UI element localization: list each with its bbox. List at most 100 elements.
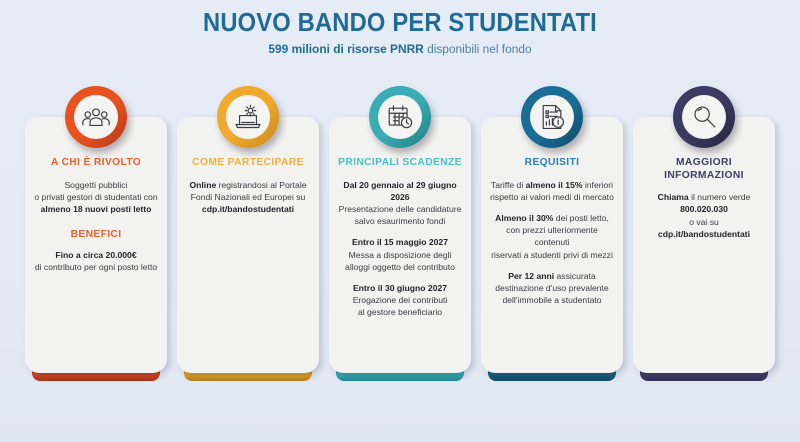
- card-text-line: o vai su: [640, 216, 768, 228]
- card-text-line: dell'immobile a studentato: [488, 294, 616, 306]
- card-title: A CHI È RIVOLTO: [50, 157, 142, 168]
- card-text-line: rispetto ai valori medi di mercato: [488, 191, 616, 203]
- card-text-strong: Per 12 anni: [508, 270, 555, 281]
- report-info-icon: [530, 95, 574, 139]
- card-body: COME PARTECIPARE Online registrandosi al …: [177, 117, 319, 373]
- card-text-line: almeno 18 nuovi posti letto: [32, 203, 160, 215]
- card-text-line: Chiama il numero verde: [640, 191, 768, 203]
- card-text-line: Online registrandosi al Portale: [184, 179, 312, 191]
- card-text-line: Entro il 30 giugno 2027: [336, 282, 464, 294]
- page-subtitle: 599 milioni di risorse PNRR disponibili …: [16, 42, 784, 56]
- card-title: REQUISITI: [524, 157, 580, 168]
- card-text-line: Per 12 anni assicurata: [488, 270, 616, 282]
- card-text-line: con prezzi ulteriormente contenuti: [488, 224, 616, 248]
- card-text-span: di contributo per ogni posto letto: [34, 262, 158, 273]
- card-text-strong: Dal 20 gennaio al 29 giugno 2026: [343, 179, 457, 202]
- card-icon-ring: [65, 86, 127, 148]
- card-text-span: inferiori: [582, 179, 614, 190]
- card-medallion: [65, 86, 127, 148]
- people-icon: [74, 95, 118, 139]
- card-text-span: assicurata: [554, 270, 596, 281]
- card-text-line: Entro il 15 maggio 2027: [336, 236, 464, 248]
- card-title: PRINCIPALI SCADENZE: [338, 157, 462, 168]
- card-come-partecipare[interactable]: COME PARTECIPARE Online registrandosi al …: [177, 86, 319, 381]
- card-text-span: con prezzi ulteriormente contenuti: [506, 225, 598, 248]
- card-text-span: alloggi oggetto del contributo: [345, 261, 455, 272]
- card-body: REQUISITI Tariffe di almeno il 15% inferi…: [481, 117, 623, 373]
- card-text-line: Fondi Nazionali ed Europei su: [184, 191, 312, 203]
- card-text-span: dei posti letto,: [553, 212, 609, 223]
- card-text-span: registrandosi al Portale: [216, 179, 307, 190]
- card-text-line: Fino a circa 20.000€: [32, 249, 160, 261]
- card-text-strong: Fino a circa 20.000€: [55, 250, 137, 261]
- card-text-block: Dal 20 gennaio al 29 giugno 2026 Presenta…: [336, 179, 464, 228]
- card-text-span: o vai su: [689, 216, 719, 227]
- card-blocks: Online registrandosi al Portale Fondi Naz…: [184, 179, 312, 216]
- card-title: COME PARTECIPARE: [192, 157, 304, 168]
- card-text-block: Soggetti pubblici o privati gestori di st…: [32, 179, 160, 216]
- card-text-strong: cdp.it/bandostudentati: [657, 228, 751, 239]
- card-text-block: Entro il 15 maggio 2027 Messa a disposizi…: [336, 236, 464, 273]
- card-text-strong: Chiama: [657, 192, 689, 203]
- card-maggiori-informazioni[interactable]: MAGGIORI INFORMAZIONI Chiama il numero ve…: [633, 86, 775, 381]
- card-text-line: Dal 20 gennaio al 29 giugno 2026: [336, 179, 464, 203]
- card-icon-ring: [217, 86, 279, 148]
- card-text-strong: Entro il 15 maggio 2027: [352, 237, 448, 248]
- card-icon-ring: [521, 86, 583, 148]
- card-text-strong: almeno il 15%: [525, 179, 583, 190]
- card-text-block: Tariffe di almeno il 15% inferiori rispet…: [488, 179, 616, 203]
- card-medallion: [673, 86, 735, 148]
- card-blocks: Tariffe di almeno il 15% inferiori rispet…: [488, 179, 616, 307]
- card-secondary-blocks: Fino a circa 20.000€ di contributo per og…: [32, 249, 160, 273]
- card-text-strong: cdp.it/bandostudentati: [201, 203, 295, 214]
- header: NUOVO BANDO PER STUDENTATI 599 milioni d…: [0, 0, 800, 56]
- card-text-line: destinazione d'uso prevalente: [488, 282, 616, 294]
- subtitle-rest: disponibili nel fondo: [423, 42, 532, 56]
- card-title: MAGGIORI INFORMAZIONI: [664, 157, 744, 181]
- card-body: A CHI È RIVOLTO Soggetti pubblici o privat…: [25, 117, 167, 373]
- card-text-line: riservati a studenti privi di mezzi: [488, 249, 616, 261]
- card-text-span: riservati a studenti privi di mezzi: [491, 249, 613, 260]
- card-text-strong: Almeno il 30%: [495, 212, 554, 223]
- card-blocks: Soggetti pubblici o privati gestori di st…: [32, 179, 160, 216]
- card-principali-scadenze[interactable]: PRINCIPALI SCADENZE Dal 20 gennaio al 29 …: [329, 86, 471, 381]
- card-text-span: o privati gestori di studentati con: [34, 191, 158, 202]
- page-title: NUOVO BANDO PER STUDENTATI: [203, 9, 597, 37]
- card-text-span: salvo esaurimento fondi: [354, 216, 446, 227]
- card-text-block: Almeno il 30% dei posti letto, con prezzi…: [488, 212, 616, 261]
- card-text-line: Messa a disposizione degli: [336, 249, 464, 261]
- card-text-line: cdp.it/bandostudentati: [184, 203, 312, 215]
- card-requisiti[interactable]: REQUISITI Tariffe di almeno il 15% inferi…: [481, 86, 623, 381]
- card-a-chi-e-rivolto[interactable]: A CHI È RIVOLTO Soggetti pubblici o privat…: [25, 86, 167, 381]
- card-text-strong: 800.020.030: [680, 204, 728, 215]
- card-text-strong: almeno 18 nuovi posti letto: [40, 203, 152, 214]
- card-text-block: Fino a circa 20.000€ di contributo per og…: [32, 249, 160, 273]
- cards-row: A CHI È RIVOLTO Soggetti pubblici o privat…: [0, 86, 800, 381]
- card-text-span: al gestore beneficiario: [357, 307, 443, 318]
- card-text-block: Entro il 30 giugno 2027 Erogazione dei co…: [336, 282, 464, 319]
- card-text-line: Tariffe di almeno il 15% inferiori: [488, 179, 616, 191]
- card-text-line: salvo esaurimento fondi: [336, 215, 464, 227]
- card-text-strong: Online: [189, 179, 217, 190]
- card-text-span: destinazione d'uso prevalente: [495, 282, 609, 293]
- card-text-line: Presentazione delle candidature: [336, 203, 464, 215]
- card-text-line: al gestore beneficiario: [336, 306, 464, 318]
- card-text-span: Erogazione dei contributi: [352, 295, 448, 306]
- card-text-span: dell'immobile a studentato: [502, 295, 602, 306]
- card-text-block: Online registrandosi al Portale Fondi Naz…: [184, 179, 312, 216]
- laptop-gear-icon: [226, 95, 270, 139]
- card-text-span: il numero verde: [688, 192, 751, 203]
- card-text-line: alloggi oggetto del contributo: [336, 261, 464, 273]
- card-text-span: Soggetti pubblici: [64, 179, 128, 190]
- card-text-line: o privati gestori di studentati con: [32, 191, 160, 203]
- card-blocks: Chiama il numero verde 800.020.030 o vai s…: [640, 191, 768, 240]
- card-body: PRINCIPALI SCADENZE Dal 20 gennaio al 29 …: [329, 117, 471, 373]
- card-medallion: [521, 86, 583, 148]
- card-text-line: Almeno il 30% dei posti letto,: [488, 212, 616, 224]
- card-icon-ring: [369, 86, 431, 148]
- card-medallion: [369, 86, 431, 148]
- subtitle-highlight: 599 milioni di risorse PNRR: [268, 42, 424, 56]
- card-text-line: Erogazione dei contributi: [336, 294, 464, 306]
- magnifier-icon: [682, 95, 726, 139]
- card-text-strong: Entro il 30 giugno 2027: [352, 282, 448, 293]
